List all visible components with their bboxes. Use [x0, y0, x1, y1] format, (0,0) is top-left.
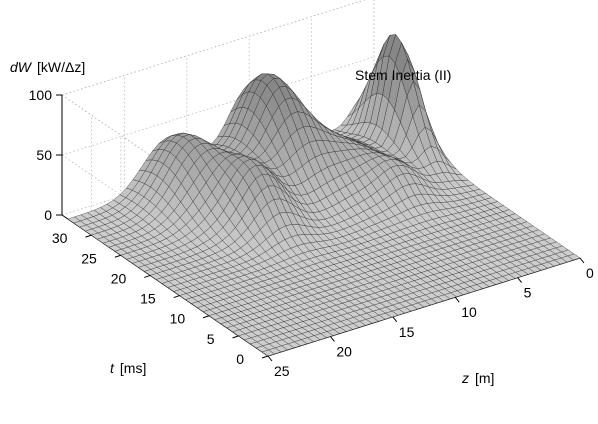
t-axis-unit: [ms] [120, 360, 146, 376]
t-tick [114, 254, 122, 258]
w-tick-label: 100 [29, 87, 53, 103]
x-tick [267, 355, 273, 362]
t-tick-label: 10 [170, 311, 186, 327]
w-tick-label: 50 [36, 147, 52, 163]
x-tick [330, 336, 335, 342]
box-top-edge [61, 0, 366, 96]
t-tick-label: 20 [111, 270, 127, 286]
t-tick-label: 15 [140, 291, 156, 307]
t-tick [232, 335, 239, 339]
t-tick-label: 25 [81, 250, 97, 266]
x-tick-label: 15 [399, 324, 415, 340]
t-tick-label: 30 [52, 230, 68, 246]
z-axis-label: dW [kW/Δz] [10, 59, 85, 75]
t-tick-label: 0 [236, 351, 244, 367]
chart-title: Stem Inertia (II) [355, 67, 451, 83]
t-axis-var: t [110, 360, 115, 376]
z-axis-unit: [kW/Δz] [37, 59, 85, 75]
x-axis-unit: [m] [475, 370, 494, 386]
x-tick-label: 0 [586, 265, 594, 281]
x-tick [392, 316, 398, 323]
w-tick-label: 0 [44, 207, 52, 223]
x-tick [579, 257, 585, 264]
t-axis-label: t [ms] [110, 360, 146, 376]
t-tick [173, 295, 180, 299]
surface-quad [261, 349, 275, 357]
surface-mesh [67, 34, 581, 357]
x-tick [517, 277, 522, 283]
t-tick-label: 5 [207, 331, 215, 347]
x-tick-label: 5 [524, 285, 532, 301]
t-tick [144, 274, 151, 278]
t-tick [85, 234, 92, 238]
back-wall-gridline [61, 56, 375, 156]
x-tick-label: 20 [336, 343, 352, 359]
back-wall-gridline [61, 0, 366, 96]
x-axis-var: z [461, 370, 469, 386]
x-tick-label: 25 [274, 363, 290, 379]
t-tick [202, 315, 210, 319]
x-tick [454, 296, 460, 303]
z-axis-var: dW [10, 59, 33, 75]
t-tick [261, 355, 269, 359]
x-axis-label: z [m] [461, 370, 494, 386]
x-tick-label: 10 [461, 304, 477, 320]
